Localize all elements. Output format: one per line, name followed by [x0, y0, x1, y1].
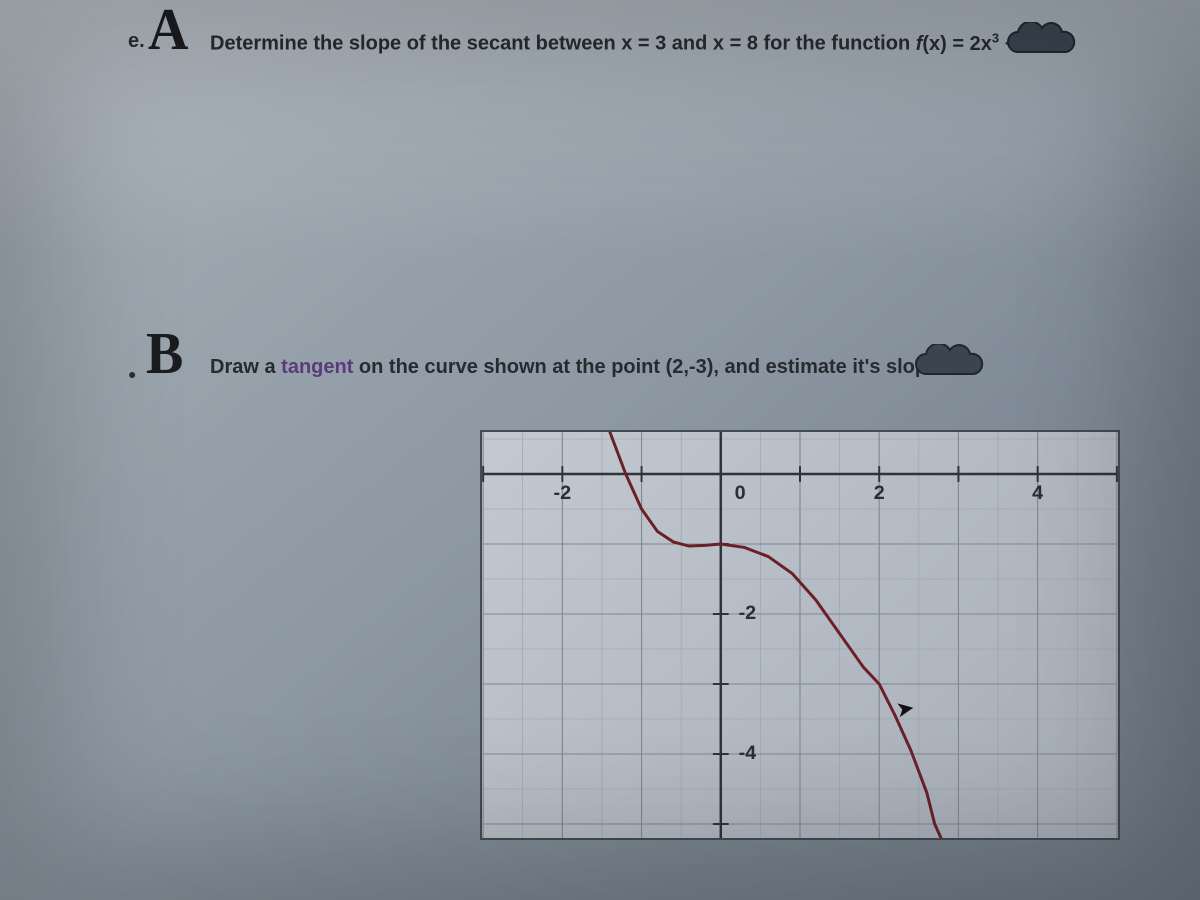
bullet-b: ●: [128, 366, 136, 382]
bullet-a: e.: [128, 30, 145, 53]
question-b-text: Draw a tangent on the curve shown at the…: [210, 356, 944, 379]
qa-pre: Determine the slope of the secant betwee…: [210, 33, 916, 55]
handwritten-a: A: [148, 0, 186, 64]
cloud-svg-a: [1000, 22, 1086, 60]
svg-text:2: 2: [874, 482, 885, 504]
qb-tangent: tangent: [281, 356, 353, 378]
svg-text:-2: -2: [739, 602, 757, 624]
qb-neg3: -3: [689, 356, 707, 378]
cloud-svg-b: [908, 344, 994, 382]
qb-mid: on the curve shown at the point (2,: [353, 356, 689, 378]
qb-pre: Draw a: [210, 356, 281, 378]
svg-text:4: 4: [1032, 482, 1043, 504]
svg-text:-4: -4: [739, 742, 757, 764]
svg-text:-2: -2: [554, 482, 572, 504]
cloud-icon-b[interactable]: [908, 344, 994, 382]
page: e. A Determine the slope of the secant b…: [0, 0, 1200, 900]
cloud-icon-a[interactable]: [1000, 22, 1086, 60]
graph: -2024-4-2 ➤: [480, 430, 1120, 840]
graph-svg: -2 0 2 4 -4 -2: [482, 432, 1118, 838]
question-a-text: Determine the slope of the secant betwee…: [210, 30, 1050, 56]
svg-text:0: 0: [735, 482, 746, 504]
handwritten-b: B: [146, 320, 181, 387]
